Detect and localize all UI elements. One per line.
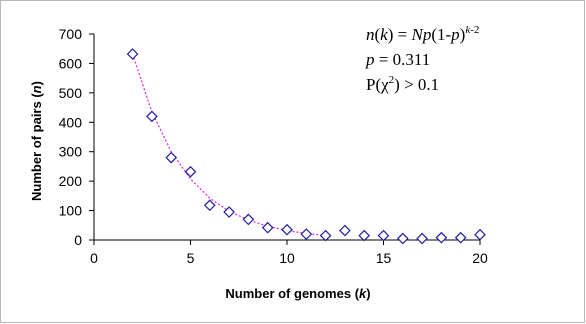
y-tick-label: 600 <box>59 55 83 71</box>
data-point <box>339 224 351 237</box>
data-point <box>165 151 178 164</box>
data-point <box>223 206 235 218</box>
data-point <box>300 228 313 240</box>
equation-line-2: p = 0.311 <box>365 50 430 69</box>
data-point <box>358 229 371 242</box>
data-points <box>126 48 486 245</box>
data-point <box>242 213 255 226</box>
data-point <box>396 232 409 245</box>
x-tick-labels: 0 5 10 15 20 <box>90 250 488 266</box>
x-tick-label: 10 <box>279 250 295 266</box>
data-point <box>261 221 274 234</box>
equation-annotation: n(k) = Np(1-p)k-2 p = 0.311 P(χ2) > 0.1 <box>365 24 479 94</box>
y-tick-label: 400 <box>59 114 83 130</box>
data-point <box>203 199 216 212</box>
x-axis-title: Number of genomes (k) <box>225 286 370 301</box>
axes <box>89 33 481 245</box>
y-tick-label: 0 <box>74 232 82 248</box>
data-point <box>281 223 293 236</box>
equation-line-3: P(χ2) > 0.1 <box>366 74 439 94</box>
x-tick-label: 0 <box>90 250 98 266</box>
y-axis-title: Number of pairs (n) <box>29 81 44 201</box>
data-point <box>474 228 486 241</box>
y-tick-label: 200 <box>59 173 83 189</box>
data-point <box>184 165 197 178</box>
data-point <box>319 229 332 242</box>
y-tick-label: 500 <box>59 85 83 101</box>
y-tick-label: 100 <box>59 203 83 219</box>
y-tick-label: 300 <box>59 144 83 160</box>
y-tick-label: 700 <box>59 26 83 42</box>
data-point <box>377 229 390 242</box>
x-tick-label: 5 <box>187 250 195 266</box>
data-point <box>416 232 428 245</box>
data-point <box>146 110 158 123</box>
data-point <box>126 48 139 60</box>
equation-line-1: n(k) = Np(1-p)k-2 <box>366 24 479 44</box>
x-tick-label: 20 <box>472 250 488 266</box>
y-tick-labels: 0 100 200 300 400 500 600 700 <box>59 26 83 248</box>
data-point <box>454 231 467 244</box>
x-tick-label: 15 <box>376 250 392 266</box>
data-point <box>435 231 448 244</box>
